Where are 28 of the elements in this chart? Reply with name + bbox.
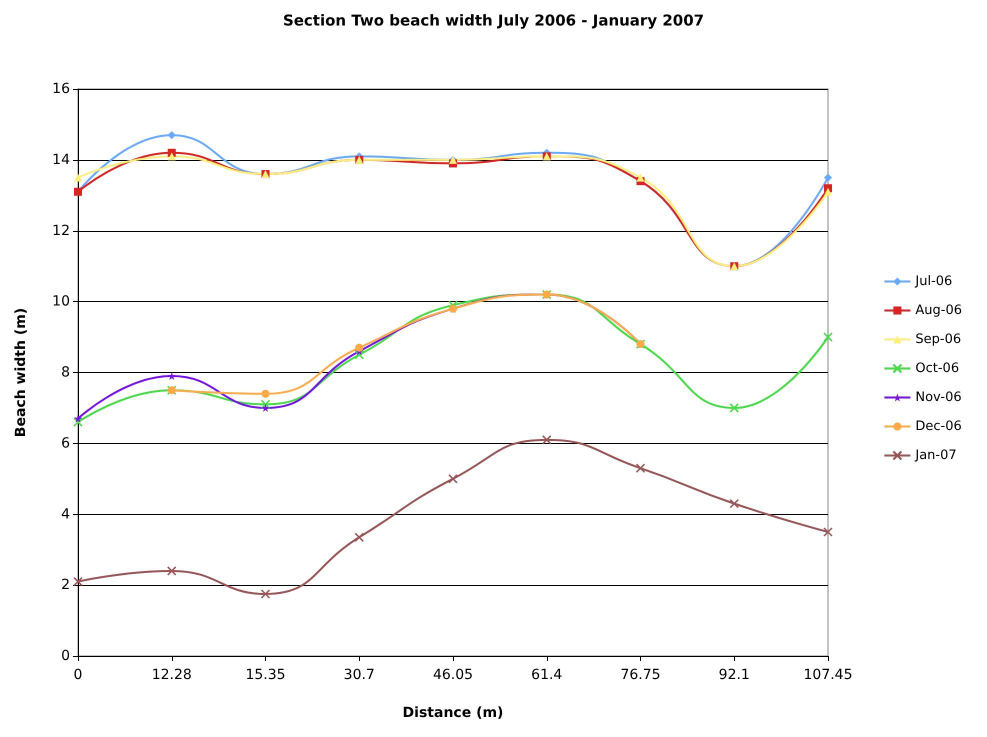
legend-label: Sep-06: [915, 332, 962, 347]
y-tick-label: 14: [52, 152, 70, 168]
x-tick-label: 76.75: [620, 667, 661, 683]
chart-title: Section Two beach width July 2006 - January 2007: [282, 12, 704, 30]
y-tick-label: 16: [52, 81, 70, 97]
y-tick-label: 4: [61, 506, 70, 522]
legend-label: Oct-06: [915, 361, 960, 376]
y-tick-label: 12: [52, 222, 70, 239]
legend-label: Aug-06: [915, 303, 962, 318]
x-tick-label: 15.35: [245, 667, 286, 683]
x-tick-label: 0: [74, 667, 82, 683]
legend-label: Nov-06: [915, 390, 962, 405]
y-tick-label: 0: [61, 648, 70, 664]
x-tick-label: 92.1: [718, 667, 750, 683]
x-tick-label: 61.4: [531, 667, 562, 683]
x-tick-label: 30.7: [344, 667, 375, 683]
y-axis-title: Beach width (m): [13, 308, 29, 438]
legend-label: Jul-06: [914, 274, 952, 289]
y-tick-label: 10: [52, 294, 70, 310]
y-tick-label: 2: [61, 577, 70, 594]
legend-label: Jan-07: [914, 448, 957, 463]
y-tick-label: 8: [61, 364, 70, 380]
x-axis-title: Distance (m): [402, 705, 504, 721]
legend-label: Dec-06: [915, 419, 962, 434]
x-tick-label: 46.05: [432, 667, 474, 683]
x-tick-label: 107.45: [804, 667, 852, 683]
y-tick-label: 6: [61, 435, 70, 452]
x-tick-label: 12.28: [152, 667, 192, 683]
